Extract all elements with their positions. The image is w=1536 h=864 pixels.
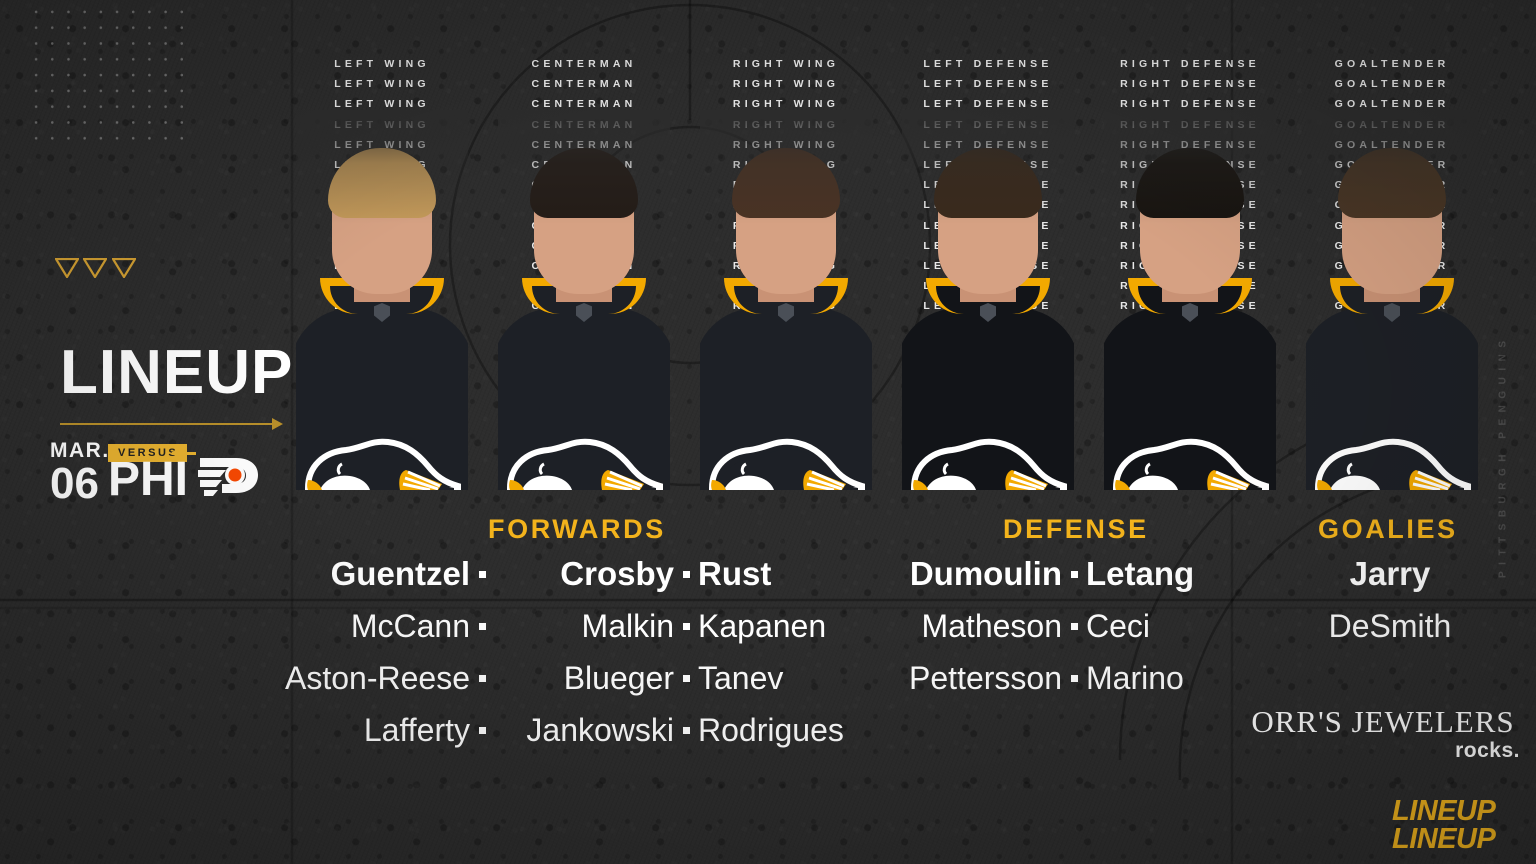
player-name: DeSmith: [1300, 600, 1480, 652]
player-name: McCann: [270, 600, 470, 652]
defense-grid: Dumoulin Letang Matheson Ceci Pettersson Mari…: [880, 548, 1236, 704]
forwards-grid: Guentzel Crosby Rust McCann Malkin Kapanen Ast…: [270, 548, 878, 756]
player-column: GOALTENDERGOALTENDERGOALTENDERGOALTENDER…: [1306, 0, 1478, 490]
title-rule: [60, 418, 290, 430]
position-label: CENTERMAN: [498, 94, 670, 114]
player-headshot: [296, 110, 468, 490]
player-column: RIGHT DEFENSERIGHT DEFENSERIGHT DEFENSER…: [1104, 0, 1276, 490]
lineup-names: FORWARDS DEFENSE GOALIES Guentzel Crosby R…: [0, 496, 1536, 796]
player-name: Pettersson: [880, 652, 1062, 704]
player-name: Rodrigues: [698, 704, 878, 756]
position-label: LEFT DEFENSE: [902, 94, 1074, 114]
player-name: Guentzel: [270, 548, 470, 600]
player-name: Dumoulin: [880, 548, 1062, 600]
name-separator: [674, 600, 698, 652]
name-separator: [674, 548, 698, 600]
versus-badge: VERSUS: [108, 444, 188, 462]
position-label: CENTERMAN: [498, 54, 670, 74]
name-separator: [470, 600, 494, 652]
name-separator: [674, 704, 698, 756]
position-label: LEFT WING: [296, 74, 468, 94]
player-column: RIGHT WINGRIGHT WINGRIGHT WINGRIGHT WING…: [700, 0, 872, 490]
player-headshot: [700, 110, 872, 490]
player-name: Lafferty: [270, 704, 470, 756]
chevron-down-icon: [54, 257, 80, 280]
name-separator: [1062, 548, 1086, 600]
player-column: CENTERMANCENTERMANCENTERMANCENTERMANCENT…: [498, 0, 670, 490]
player-name: Kapanen: [698, 600, 878, 652]
player-name: Matheson: [880, 600, 1062, 652]
corner-watermark-line-2: LINEUP: [1392, 824, 1536, 854]
player-headshot: [498, 110, 670, 490]
player-name: Tanev: [698, 652, 878, 704]
chevron-stack: [54, 257, 137, 291]
position-label: RIGHT WING: [700, 74, 872, 94]
position-label: RIGHT DEFENSE: [1104, 94, 1276, 114]
position-label: RIGHT DEFENSE: [1104, 74, 1276, 94]
sponsor-logo: ORR'S JEWELERS rocks.: [1240, 706, 1526, 763]
versus-tail: [172, 452, 196, 455]
name-separator: [1062, 652, 1086, 704]
player-headshot: [1306, 110, 1478, 490]
chevron-down-icon: [82, 257, 109, 280]
player-headshot: [1104, 110, 1276, 490]
group-heading-goalies: GOALIES: [1318, 514, 1458, 545]
arrow-right-icon: [272, 418, 283, 430]
position-label: LEFT DEFENSE: [902, 54, 1074, 74]
position-label: RIGHT WING: [700, 54, 872, 74]
name-separator: [470, 704, 494, 756]
chevron-down-icon: [110, 257, 137, 280]
player-name: Crosby: [494, 548, 674, 600]
player-column: LEFT WINGLEFT WINGLEFT WINGLEFT WINGLEFT…: [296, 0, 468, 490]
corner-watermark-line-1: LINEUP: [1392, 798, 1536, 826]
group-heading-defense: DEFENSE: [1003, 514, 1149, 545]
name-separator: [674, 652, 698, 704]
goalies-grid: JarryDeSmith: [1300, 548, 1480, 652]
position-label: RIGHT DEFENSE: [1104, 54, 1276, 74]
position-label: LEFT WING: [296, 94, 468, 114]
player-name: Jankowski: [494, 704, 674, 756]
name-separator: [470, 548, 494, 600]
player-name: Ceci: [1086, 600, 1236, 652]
player-name: Rust: [698, 548, 878, 600]
sponsor-tagline: rocks.: [1240, 739, 1526, 763]
position-label: GOALTENDER: [1306, 54, 1478, 74]
flyers-logo: [198, 458, 258, 496]
left-panel: LINEUP MAR. 06 VERSUS PHI: [0, 0, 292, 864]
position-label: GOALTENDER: [1306, 94, 1478, 114]
player-name: Marino: [1086, 652, 1236, 704]
player-photo-strip: LEFT WINGLEFT WINGLEFT WINGLEFT WINGLEFT…: [296, 0, 1478, 490]
page-title: LINEUP: [60, 342, 293, 404]
game-date: MAR. 06: [50, 440, 110, 505]
game-month: MAR.: [50, 440, 110, 461]
player-name: Jarry: [1300, 548, 1480, 600]
dot-grid-pattern: [28, 4, 186, 148]
player-name: Aston-Reese: [270, 652, 470, 704]
player-name: Letang: [1086, 548, 1236, 600]
name-separator: [1062, 600, 1086, 652]
corner-watermark: LINEUP LINEUP: [1392, 798, 1536, 864]
position-label: RIGHT WING: [700, 94, 872, 114]
position-label: CENTERMAN: [498, 74, 670, 94]
opponent-abbr: PHI: [108, 456, 188, 504]
group-heading-forwards: FORWARDS: [488, 514, 666, 545]
position-label: LEFT WING: [296, 54, 468, 74]
name-separator: [470, 652, 494, 704]
position-label: LEFT DEFENSE: [902, 74, 1074, 94]
player-column: LEFT DEFENSELEFT DEFENSELEFT DEFENSELEFT…: [902, 0, 1074, 490]
sponsor-name: ORR'S JEWELERS: [1240, 706, 1526, 737]
player-headshot: [902, 110, 1074, 490]
position-label: GOALTENDER: [1306, 74, 1478, 94]
game-day: 06: [50, 462, 110, 506]
player-name: Malkin: [494, 600, 674, 652]
player-name: Blueger: [494, 652, 674, 704]
